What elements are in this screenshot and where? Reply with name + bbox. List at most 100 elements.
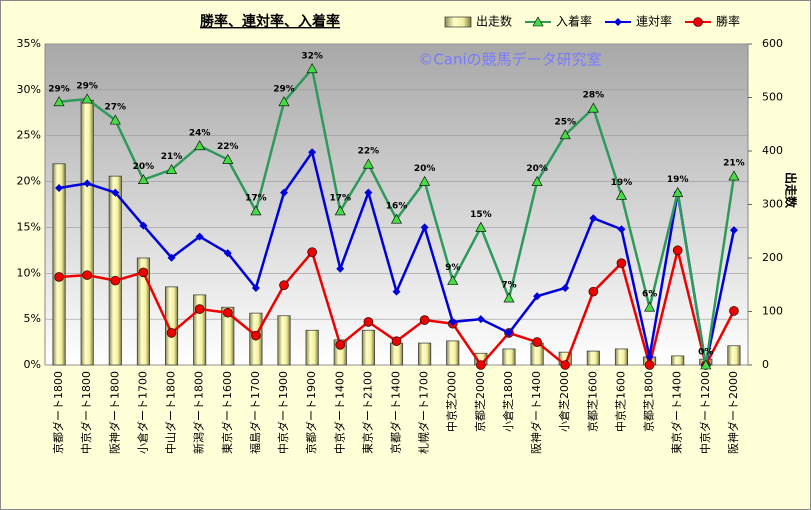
bar (446, 340, 460, 366)
x-tick-label: 新潟ダート1800 (192, 371, 206, 454)
y-tick-label: 15% (17, 220, 41, 233)
data-label: 29% (273, 84, 295, 94)
marker (447, 275, 459, 285)
marker (109, 114, 121, 125)
data-label: 24% (189, 128, 211, 138)
x-tick-label: 中京ダート1900 (276, 371, 290, 454)
data-label: 28% (583, 91, 605, 101)
legend-label: 勝率 (716, 14, 740, 29)
marker (587, 102, 599, 113)
marker (167, 253, 176, 262)
data-label: 17% (245, 193, 267, 203)
marker (82, 270, 92, 280)
x-tick-label: 京都ダート1900 (304, 371, 318, 454)
legend-label: 入着率 (556, 14, 592, 29)
bar (108, 175, 122, 366)
marker (391, 336, 402, 346)
bar (305, 329, 319, 366)
x-tick-label: 京都芝1800 (642, 371, 656, 432)
bar (80, 99, 94, 366)
watermark: ©Caniの競馬データ研究室 (418, 51, 601, 69)
bar (727, 345, 741, 366)
y-tick-label: 20% (17, 175, 41, 188)
marker (223, 249, 232, 258)
marker (448, 317, 457, 326)
marker (672, 245, 683, 256)
x-tick-label: 中京芝2000 (445, 371, 459, 432)
legend-marker (693, 17, 703, 27)
marker (307, 247, 317, 257)
marker (251, 283, 260, 292)
x-tick-label: 小倉ダート1700 (135, 371, 149, 454)
marker (81, 93, 93, 104)
y-tick-label: 0% (24, 358, 41, 371)
x-tick-label: 阪神ダート2000 (726, 371, 740, 454)
bar (136, 257, 150, 366)
chart-title: 勝率、連対率、入着率 (200, 13, 340, 30)
marker (222, 153, 234, 164)
marker (531, 175, 543, 186)
marker (503, 292, 515, 303)
y2-tick-label: 600 (762, 37, 783, 50)
marker (672, 186, 684, 197)
data-label: 32% (301, 51, 323, 61)
x-tick-label: 中京ダート1200 (698, 371, 712, 454)
marker (475, 221, 487, 232)
legend-marker (532, 16, 544, 27)
marker (335, 340, 346, 350)
marker (560, 360, 571, 370)
marker (250, 205, 262, 216)
y2-tick-label: 0 (762, 358, 769, 371)
marker (110, 275, 121, 286)
x-tick-label: 中京ダート1800 (79, 371, 93, 454)
marker (728, 170, 740, 181)
legend-item: 出走数 (444, 14, 512, 29)
marker (111, 188, 120, 197)
y2-tick-label: 200 (762, 251, 783, 264)
data-label: 15% (470, 210, 492, 220)
x-tick-label: 東京ダート1600 (220, 371, 234, 454)
marker (561, 283, 570, 292)
marker (251, 330, 261, 341)
bar (502, 348, 516, 366)
bar (389, 342, 404, 366)
marker (194, 304, 205, 314)
x-tick-label: 京都ダート1400 (389, 371, 403, 454)
legend-swatch (444, 16, 472, 28)
legend-item: 連対率 (605, 14, 672, 29)
bar (418, 342, 432, 366)
y2-tick-label: 400 (762, 144, 783, 157)
marker (278, 96, 290, 107)
marker (504, 328, 513, 337)
x-tick-label: 阪神ダート1800 (107, 371, 121, 454)
data-label: 0% (698, 348, 713, 358)
x-tick-label: 中京ダート1400 (332, 371, 346, 454)
marker (729, 226, 738, 235)
y2-tick-label: 500 (762, 91, 783, 104)
marker (222, 307, 233, 318)
marker (195, 232, 204, 241)
marker (476, 360, 486, 370)
marker (392, 287, 401, 296)
marker (419, 315, 430, 325)
x-tick-label: 中京芝1600 (613, 371, 627, 432)
marker (54, 272, 64, 282)
data-label: 9% (445, 263, 460, 273)
marker (166, 328, 177, 338)
marker (419, 175, 431, 186)
marker (55, 183, 64, 192)
x-tick-label: 京都ダート1800 (51, 371, 65, 454)
marker (559, 129, 571, 140)
marker (645, 352, 654, 361)
marker (279, 280, 289, 291)
marker (166, 164, 178, 174)
marker (617, 225, 626, 234)
x-tick-label: 東京ダート2100 (360, 371, 374, 454)
marker (533, 292, 542, 301)
y-tick-label: 25% (17, 129, 41, 142)
data-label: 16% (386, 202, 408, 212)
marker (280, 188, 289, 197)
marker (53, 96, 65, 107)
legend-item: 入着率 (525, 14, 592, 29)
data-label: 17% (329, 193, 351, 203)
